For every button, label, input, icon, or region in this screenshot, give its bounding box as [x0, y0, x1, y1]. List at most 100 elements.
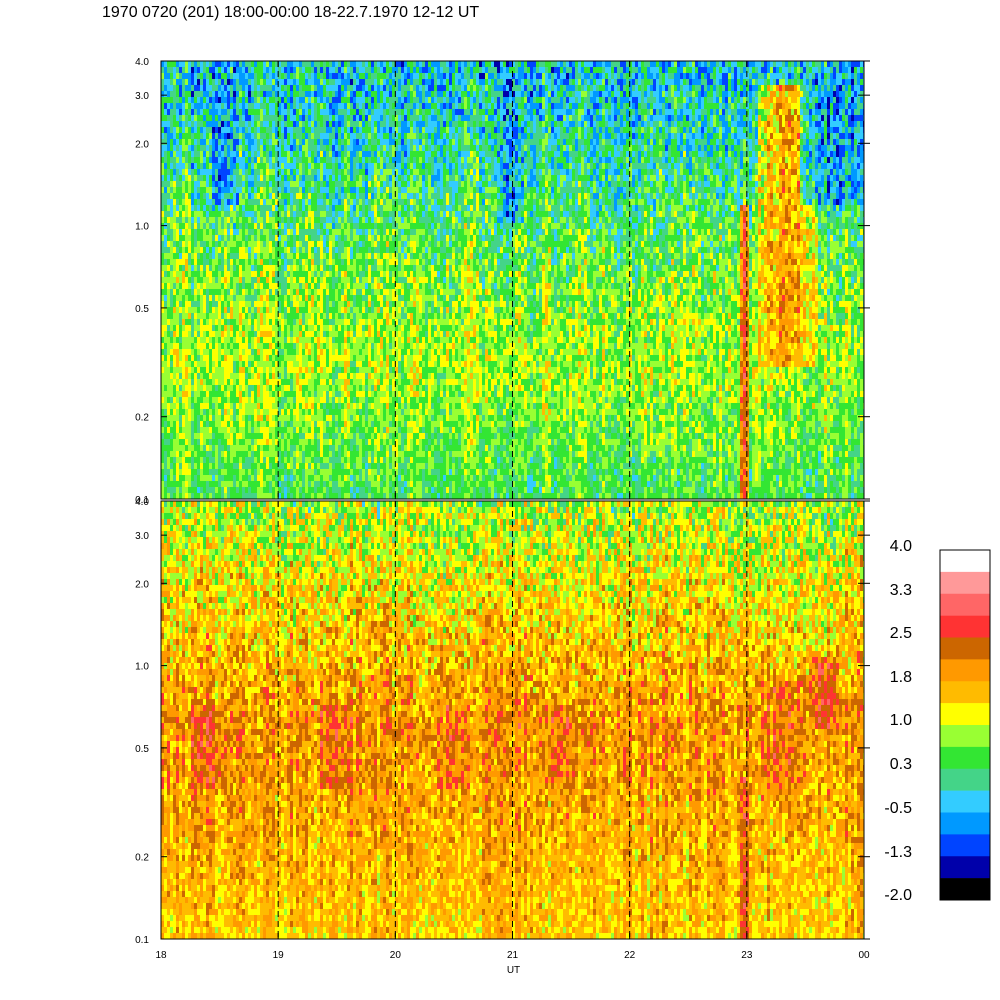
heatmap-cell [338, 457, 342, 464]
heatmap-cell [362, 127, 366, 134]
heatmap-cell [359, 469, 363, 476]
heatmap-cell [254, 265, 258, 272]
heatmap-cell [356, 181, 360, 188]
heatmap-cell [359, 481, 363, 488]
heatmap-cell [263, 133, 267, 140]
heatmap-cell [215, 91, 219, 98]
heatmap-cell [233, 307, 237, 314]
heatmap-cell [215, 157, 219, 164]
heatmap-cell [245, 349, 249, 356]
heatmap-cell [242, 319, 246, 326]
heatmap-cell [200, 385, 204, 392]
heatmap-cell [293, 373, 297, 380]
heatmap-cell [317, 295, 321, 302]
heatmap-cell [311, 373, 315, 380]
heatmap-cell [224, 469, 228, 476]
heatmap-cell [341, 493, 345, 499]
heatmap-cell [227, 367, 231, 374]
heatmap-cell [281, 481, 285, 488]
heatmap-cell [227, 187, 231, 194]
heatmap-cell [350, 247, 354, 254]
heatmap-cell [341, 265, 345, 272]
heatmap-cell [347, 331, 351, 338]
heatmap-cell [305, 421, 309, 428]
heatmap-cell [191, 373, 195, 380]
heatmap-cell [335, 397, 339, 404]
heatmap-cell [347, 211, 351, 218]
heatmap-cell [221, 151, 225, 158]
heatmap-cell [347, 271, 351, 278]
heatmap-cell [176, 391, 180, 398]
heatmap-cell [167, 487, 171, 494]
heatmap-cell [188, 205, 192, 212]
heatmap-cell [227, 61, 231, 68]
heatmap-cell [293, 451, 297, 458]
heatmap-cell [323, 343, 327, 350]
heatmap-cell [242, 79, 246, 86]
heatmap-cell [275, 403, 279, 410]
heatmap-cell [176, 307, 180, 314]
heatmap-cell [257, 277, 261, 284]
heatmap-cell [188, 217, 192, 224]
heatmap-cell [317, 211, 321, 218]
heatmap-cell [239, 289, 243, 296]
heatmap-cell [308, 325, 312, 332]
heatmap-cell [257, 337, 261, 344]
heatmap-cell [296, 433, 300, 440]
heatmap-cell [194, 433, 198, 440]
heatmap-cell [272, 337, 276, 344]
heatmap-cell [284, 355, 288, 362]
heatmap-cell [263, 331, 267, 338]
heatmap-cell [218, 115, 222, 122]
heatmap-cell [317, 415, 321, 422]
heatmap-cell [293, 217, 297, 224]
heatmap-cell [305, 115, 309, 122]
heatmap-cell [263, 91, 267, 98]
heatmap-cell [359, 397, 363, 404]
heatmap-cell [356, 271, 360, 278]
heatmap-cell [233, 355, 237, 362]
heatmap-cell [242, 127, 246, 134]
heatmap-cell [275, 391, 279, 398]
heatmap-cell [287, 145, 291, 152]
heatmap-cell [299, 433, 303, 440]
heatmap-cell [182, 427, 186, 434]
heatmap-cell [287, 169, 291, 176]
heatmap-cell [176, 91, 180, 98]
heatmap-cell [284, 109, 288, 116]
heatmap-cell [242, 439, 246, 446]
heatmap-cell [254, 289, 258, 296]
heatmap-cell [296, 439, 300, 446]
heatmap-cell [191, 163, 195, 170]
heatmap-cell [338, 277, 342, 284]
heatmap-cell [212, 133, 216, 140]
heatmap-cell [266, 379, 270, 386]
heatmap-cell [197, 325, 201, 332]
heatmap-cell [197, 79, 201, 86]
heatmap-cell [257, 283, 261, 290]
heatmap-cell [170, 403, 174, 410]
heatmap-cell [299, 133, 303, 140]
heatmap-cell [305, 205, 309, 212]
heatmap-cell [167, 85, 171, 92]
heatmap-cell [227, 307, 231, 314]
heatmap-cell [185, 349, 189, 356]
heatmap-cell [263, 199, 267, 206]
heatmap-cell [296, 211, 300, 218]
heatmap-cell [275, 475, 279, 482]
heatmap-cell [257, 493, 261, 499]
heatmap-cell [347, 373, 351, 380]
heatmap-cell [227, 133, 231, 140]
heatmap-cell [194, 163, 198, 170]
heatmap-cell [230, 139, 234, 146]
heatmap-cell [269, 349, 273, 356]
heatmap-cell [179, 451, 183, 458]
heatmap-cell [236, 217, 240, 224]
heatmap-cell [326, 247, 330, 254]
heatmap-cell [242, 145, 246, 152]
heatmap-cell [305, 187, 309, 194]
heatmap-cell [311, 97, 315, 104]
heatmap-cell [209, 91, 213, 98]
heatmap-cell [359, 205, 363, 212]
heatmap-cell [260, 175, 264, 182]
